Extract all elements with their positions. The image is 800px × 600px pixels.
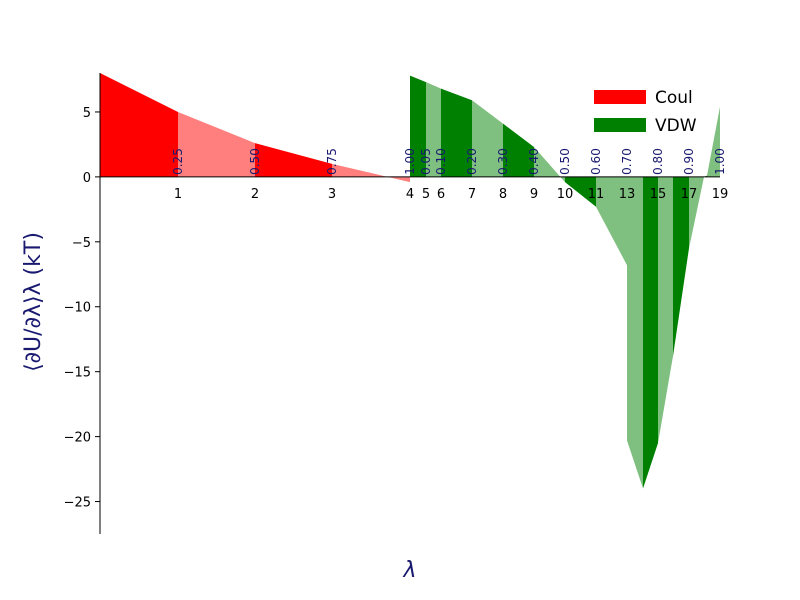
legend-label-coul: Coul <box>655 88 693 108</box>
x-tick-label: 15 <box>650 187 667 202</box>
x-tick-label: 9 <box>530 187 538 202</box>
coul-lambda-label: 0.50 <box>248 148 262 175</box>
vdw-area-segment <box>643 176 658 489</box>
vdw-lambda-label: 0.90 <box>682 148 696 175</box>
vdw-area-segment <box>472 100 503 177</box>
x-tick-label: 13 <box>619 187 636 202</box>
vdw-lambda-label: 0.20 <box>465 148 479 175</box>
x-tick-label: 2 <box>251 187 259 202</box>
y-tick-label: −20 <box>64 431 91 446</box>
vdw-area-segment <box>689 176 704 249</box>
vdw-area-segment <box>596 176 627 266</box>
x-tick-label: 7 <box>468 187 476 202</box>
vdw-area-segment <box>534 147 565 183</box>
x-tick-label: 11 <box>588 187 605 202</box>
vdw-area-segment <box>503 123 534 177</box>
coul-area-segment <box>100 73 178 177</box>
vdw-lambda-label: 0.80 <box>651 148 665 175</box>
coul-lambda-label: 1.00 <box>403 148 417 175</box>
lambda-labels: 0.25 0.50 0.75 1.00 0.05 0.10 0.20 0.30 0.40 0.50… <box>171 148 727 175</box>
coul-area-segment <box>332 163 410 183</box>
x-tick-label: 19 <box>712 187 729 202</box>
y-tick-label: 5 <box>83 106 91 121</box>
vdw-lambda-label: 0.30 <box>496 148 510 175</box>
vdw-area-segment <box>426 82 441 177</box>
vdw-lambda-label: 0.70 <box>620 148 634 175</box>
vdw-lambda-label: 0.05 <box>419 148 433 175</box>
coul-area-segment <box>178 111 255 177</box>
vdw-lambda-label: 0.50 <box>558 148 572 175</box>
vdw-area-segment <box>707 106 720 177</box>
x-tick-label: 1 <box>174 187 182 202</box>
y-tick-label: −10 <box>64 301 91 316</box>
chart-areas <box>100 73 720 489</box>
y-tick-label: 0 <box>83 171 91 186</box>
y-tick-label: −15 <box>64 366 91 381</box>
legend-swatch-vdw <box>594 118 646 132</box>
x-tick-label: 4 <box>406 187 414 202</box>
vdw-lambda-label: 0.60 <box>589 148 603 175</box>
coul-area-segment <box>255 143 332 177</box>
coul-lambda-label: 0.25 <box>171 148 185 175</box>
vdw-area-segment <box>441 88 472 177</box>
x-tick-label: 10 <box>557 187 574 202</box>
coul-lambda-label: 0.75 <box>325 148 339 175</box>
vdw-lambda-label: 0.40 <box>527 148 541 175</box>
vdw-lambda-label: 1.00 <box>713 148 727 175</box>
legend-swatch-coul <box>594 90 646 104</box>
vdw-area-segment <box>673 176 689 357</box>
vdw-area-segment <box>627 176 643 489</box>
chart-axes <box>99 73 720 534</box>
y-axis-label: ⟨∂U/∂λ⟩λ (kT) <box>21 232 46 372</box>
y-tick-label: −5 <box>72 236 91 251</box>
x-tick-label: 8 <box>499 187 507 202</box>
x-tick-label: 5 <box>422 187 430 202</box>
chart-ticks: 50−5−10−15−20−251 2 3 4 5 6 7 8 9 10 11 13 15 17 19 <box>64 106 729 511</box>
legend-label-vdw: VDW <box>655 116 697 136</box>
vdw-area-segment <box>410 75 426 177</box>
x-tick-label: 6 <box>437 187 445 202</box>
x-tick-label: 3 <box>328 187 336 202</box>
legend: Coul VDW <box>594 88 697 136</box>
vdw-area-segment <box>565 176 596 207</box>
y-tick-label: −25 <box>64 496 91 511</box>
vdw-area-segment <box>658 176 673 444</box>
x-tick-label: 17 <box>681 187 698 202</box>
vdw-lambda-label: 0.10 <box>434 148 448 175</box>
x-axis-label: λ <box>402 558 416 583</box>
